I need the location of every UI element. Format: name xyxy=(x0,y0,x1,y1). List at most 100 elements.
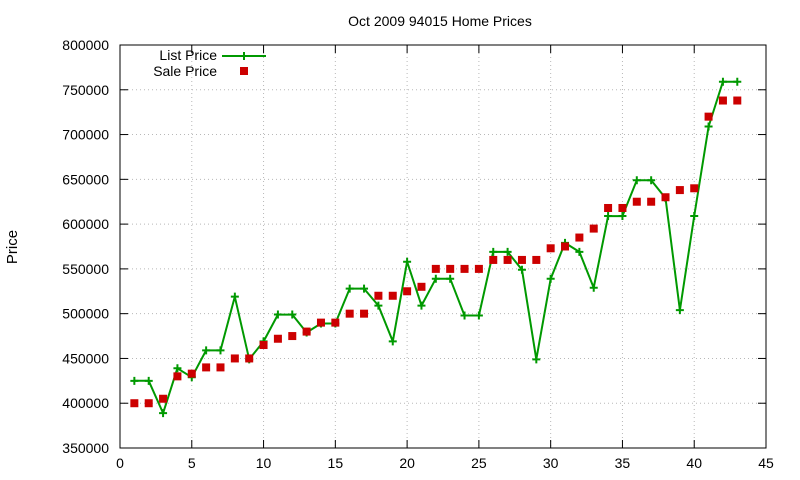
list-price-point xyxy=(647,176,656,185)
list-price-point xyxy=(503,247,512,256)
x-tick-label: 25 xyxy=(471,455,487,471)
grid-lines xyxy=(120,45,766,448)
sale-price-point xyxy=(604,203,613,212)
sale-price-point xyxy=(374,291,383,300)
sale-price-point xyxy=(532,255,541,264)
x-tick-label: 45 xyxy=(758,455,774,471)
sale-price-point xyxy=(417,282,426,291)
sale-price-point xyxy=(288,332,297,341)
sale-price-point xyxy=(661,193,670,202)
chart-title: Oct 2009 94015 Home Prices xyxy=(348,13,532,29)
x-tick-label: 0 xyxy=(116,455,124,471)
list-price-point xyxy=(474,311,483,320)
sale-price-point xyxy=(403,287,412,296)
list-price-point xyxy=(446,274,455,283)
x-tick-label: 5 xyxy=(188,455,196,471)
legend-label-sale-price: Sale Price xyxy=(153,63,217,79)
series-layer xyxy=(130,77,742,418)
legend: List Price Sale Price xyxy=(153,47,266,79)
sale-price-point xyxy=(718,96,727,105)
y-tick-label: 650000 xyxy=(62,171,109,187)
list-price-point xyxy=(718,77,727,86)
list-price-point xyxy=(575,247,584,256)
sale-price-point xyxy=(460,264,469,273)
list-price-point xyxy=(517,265,526,274)
x-tick-label: 10 xyxy=(256,455,272,471)
sale-price-point xyxy=(517,255,526,264)
list-price-point xyxy=(546,274,555,283)
list-price-point xyxy=(690,212,699,221)
sale-price-point xyxy=(316,318,325,327)
sale-price-point xyxy=(173,372,182,381)
sale-price-point xyxy=(202,363,211,372)
sale-price-point xyxy=(647,197,656,206)
x-tick-label: 40 xyxy=(686,455,702,471)
list-price-point xyxy=(273,310,282,319)
list-price-point xyxy=(532,355,541,364)
plot-frame xyxy=(119,44,767,449)
sale-price-point xyxy=(130,399,139,408)
sale-price-point xyxy=(446,264,455,273)
y-tick-label: 800000 xyxy=(62,37,109,53)
sale-price-point xyxy=(733,96,742,105)
list-price-point xyxy=(489,247,498,256)
sale-price-point xyxy=(474,264,483,273)
sale-price-point xyxy=(546,244,555,253)
x-tick-label: 15 xyxy=(328,455,344,471)
y-tick-labels: 350000 400000 450000 500000 550000 600000 6500… xyxy=(62,37,109,456)
x-tick-labels: 0 5 10 15 20 25 30 35 40 45 xyxy=(116,455,774,471)
list-price-point xyxy=(417,301,426,310)
list-price-point xyxy=(589,283,598,292)
list-price-point xyxy=(675,306,684,315)
list-price-point xyxy=(288,310,297,319)
list-price-point xyxy=(388,337,397,346)
sale-price-point xyxy=(575,233,584,242)
list-price-point xyxy=(216,346,225,355)
axis-ticks xyxy=(119,44,767,449)
sale-price-point xyxy=(273,334,282,343)
y-axis-label: Price xyxy=(4,230,21,264)
sale-price-point xyxy=(489,255,498,264)
list-price-point xyxy=(345,284,354,293)
y-tick-label: 450000 xyxy=(62,350,109,366)
y-tick-label: 400000 xyxy=(62,395,109,411)
list-price-point xyxy=(374,301,383,310)
list-price-point xyxy=(460,311,469,320)
sale-price-point xyxy=(187,369,196,378)
list-price-point xyxy=(618,212,627,221)
sale-price-point xyxy=(704,112,713,121)
list-price-point xyxy=(704,122,713,131)
y-tick-label: 500000 xyxy=(62,306,109,322)
sale-price-point xyxy=(388,291,397,300)
sale-price-point xyxy=(618,203,627,212)
y-tick-label: 600000 xyxy=(62,216,109,232)
sale-price-point xyxy=(690,184,699,193)
list-price-point xyxy=(202,346,211,355)
list-price-point xyxy=(733,77,742,86)
sale-price-point xyxy=(216,363,225,372)
list-price-point xyxy=(403,257,412,266)
y-tick-label: 550000 xyxy=(62,261,109,277)
sale-price-point xyxy=(259,341,268,350)
sale-price-point xyxy=(675,186,684,195)
sale-price-point xyxy=(632,197,641,206)
y-tick-label: 350000 xyxy=(62,440,109,456)
sale-price-point xyxy=(345,309,354,318)
sale-price-point xyxy=(302,327,311,336)
list-price-line xyxy=(134,80,738,415)
sale-price-point xyxy=(503,255,512,264)
list-price-point xyxy=(431,274,440,283)
list-price-point xyxy=(173,364,182,373)
sale-price-point xyxy=(431,264,440,273)
sale-price-point xyxy=(245,354,254,363)
list-price-point xyxy=(130,376,139,385)
y-tick-label: 750000 xyxy=(62,82,109,98)
legend-marker-sale-price xyxy=(240,67,248,75)
x-tick-label: 35 xyxy=(615,455,631,471)
sale-price-point xyxy=(589,224,598,233)
list-price-point xyxy=(604,212,613,221)
list-price-point xyxy=(360,284,369,293)
list-price-point xyxy=(230,292,239,301)
sale-price-point xyxy=(230,354,239,363)
